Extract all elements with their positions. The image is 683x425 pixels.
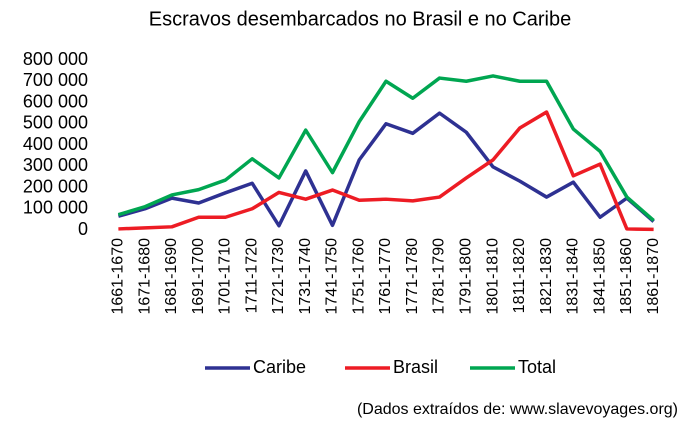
series-line [117, 74, 655, 222]
x-tick-label: 1821-1830 [538, 238, 555, 315]
x-tick-label: 1661-1670 [110, 238, 127, 315]
x-tick-label: 1711-1720 [243, 238, 260, 313]
x-tick-label: 1811-1820 [511, 238, 528, 313]
x-tick-label: 1831-1840 [565, 238, 582, 315]
x-tick-label: 1841-1850 [591, 238, 608, 315]
y-tick-label: 0 [78, 219, 88, 239]
x-tick-label: 1801-1810 [484, 238, 501, 315]
legend-label: Brasil [393, 357, 438, 377]
y-tick-label: 200 000 [23, 176, 88, 196]
y-tick-label: 400 000 [23, 134, 88, 154]
x-tick-label: 1671-1680 [136, 238, 153, 315]
x-tick-label: 1681-1690 [163, 238, 180, 315]
x-tick-label: 1721-1730 [270, 238, 287, 315]
x-tick-label: 1741-1750 [324, 238, 341, 315]
y-tick-label: 300 000 [23, 155, 88, 175]
legend-label: Total [518, 357, 556, 377]
x-tick-label: 1701-1710 [217, 238, 234, 315]
source-note: (Dados extraídos de: www.slavevoyages.or… [357, 401, 678, 418]
series-line [117, 111, 655, 228]
x-tick-label: 1771-1780 [404, 238, 421, 315]
x-tick-label: 1691-1700 [190, 238, 207, 315]
x-tick-label: 1861-1870 [645, 238, 662, 315]
y-tick-label: 600 000 [23, 91, 88, 111]
legend-label: Caribe [253, 357, 306, 377]
chart-title: Escravos desembarcados no Brasil e no Ca… [149, 8, 571, 30]
x-tick-label: 1781-1790 [431, 238, 448, 315]
series-line [118, 110, 654, 232]
x-tick-label: 1751-1760 [350, 238, 367, 315]
y-tick-label: 100 000 [23, 198, 88, 218]
x-tick-label: 1731-1740 [297, 238, 314, 315]
y-tick-label: 700 000 [23, 70, 88, 90]
x-tick-label: 1761-1770 [377, 238, 394, 315]
x-tick-label: 1791-1800 [458, 238, 475, 315]
y-tick-label: 500 000 [23, 113, 88, 133]
x-tick-label: 1851-1860 [618, 238, 635, 315]
y-tick-label: 800 000 [23, 49, 88, 69]
